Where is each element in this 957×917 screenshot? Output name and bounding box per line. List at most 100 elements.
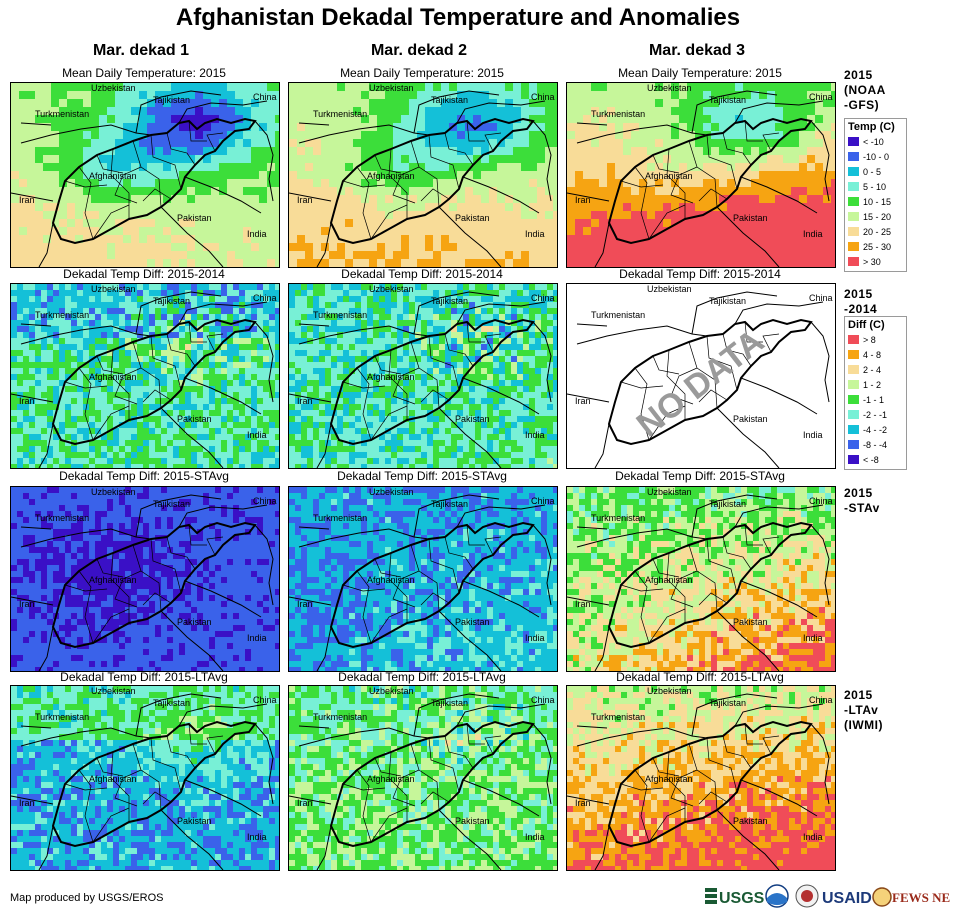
fewsnet-logo-text: FEWS NET: [892, 890, 950, 905]
place-label-uzbekistan: Uzbekistan: [647, 284, 692, 294]
country-borders: [567, 494, 830, 671]
place-label-turkmenistan: Turkmenistan: [591, 310, 645, 320]
place-label-pakistan: Pakistan: [177, 617, 212, 627]
legend-label: 5 - 10: [863, 181, 887, 192]
legend-label: -8 - -4: [863, 439, 888, 450]
place-label-china: China: [809, 496, 833, 506]
map-panel-r2-c2: Uzbekistan Tajikistan China Turkmenistan Afg…: [288, 283, 558, 469]
legend-label: > 30: [863, 256, 881, 267]
map-panel-r2-c1: Uzbekistan Tajikistan China Turkmenistan Afg…: [10, 283, 280, 469]
legend-label: < -8: [863, 454, 879, 465]
place-label-india: India: [803, 832, 823, 842]
place-label-tajikistan: Tajikistan: [431, 296, 468, 306]
difference-legend-row: -8 - -4: [845, 437, 906, 452]
place-label-tajikistan: Tajikistan: [431, 95, 468, 105]
temperature-legend-row: > 30: [845, 254, 906, 269]
legend-swatch: [848, 425, 859, 434]
place-label-china: China: [253, 92, 277, 102]
difference-legend-row: -2 - -1: [845, 407, 906, 422]
place-label-uzbekistan: Uzbekistan: [91, 284, 136, 294]
legend-swatch: [848, 212, 859, 221]
legend-swatch: [848, 152, 859, 161]
place-label-china: China: [253, 695, 277, 705]
place-label-iran: Iran: [297, 798, 313, 808]
legend-label: 20 - 25: [863, 226, 892, 237]
legend-label: -10 - 0: [863, 151, 890, 162]
place-label-tajikistan: Tajikistan: [709, 296, 746, 306]
place-label-pakistan: Pakistan: [455, 816, 490, 826]
place-label-iran: Iran: [297, 195, 313, 205]
place-label-pakistan: Pakistan: [455, 414, 490, 424]
place-label-turkmenistan: Turkmenistan: [35, 712, 89, 722]
page-title: Afghanistan Dekadal Temperature and Anom…: [175, 4, 741, 31]
country-borders: [11, 90, 274, 267]
legend-swatch: [848, 242, 859, 251]
difference-legend-row: < -8: [845, 452, 906, 467]
afghanistan-outline: [329, 720, 535, 848]
place-label-afghanistan: Afghanistan: [645, 171, 693, 181]
place-label-tajikistan: Tajikistan: [709, 95, 746, 105]
place-label-tajikistan: Tajikistan: [431, 698, 468, 708]
row-label-2015-stav: 2015 -STAv: [844, 486, 880, 515]
legend-swatch: [848, 335, 859, 344]
column-header-dekad-3: Mar. dekad 3: [648, 42, 746, 59]
country-borders: [567, 90, 830, 267]
legend-swatch: [848, 257, 859, 266]
raster-layer: [11, 487, 279, 671]
legend-label: 15 - 20: [863, 211, 892, 222]
difference-legend: Diff (C) > 8 4 - 8 2 - 4 1 - 2 -1 - 1 -2 - -1…: [844, 316, 907, 470]
place-label-turkmenistan: Turkmenistan: [591, 109, 645, 119]
place-label-turkmenistan: Turkmenistan: [591, 513, 645, 523]
place-label-china: China: [531, 92, 555, 102]
legend-label: 1 - 2: [863, 379, 882, 390]
place-label-turkmenistan: Turkmenistan: [313, 513, 367, 523]
legend-label: -2 - -1: [863, 409, 888, 420]
place-label-turkmenistan: Turkmenistan: [313, 310, 367, 320]
legend-label: 25 - 30: [863, 241, 892, 252]
map-panel-r4-c1: Uzbekistan Tajikistan China Turkmenistan Afg…: [10, 685, 280, 871]
temperature-legend-row: 5 - 10: [845, 179, 906, 194]
temperature-legend-row: -10 - 0: [845, 149, 906, 164]
raster-layer: [289, 284, 557, 468]
map-panel-r3-c3: Uzbekistan Tajikistan China Turkmenistan Afg…: [566, 486, 836, 672]
legend-label: > 8: [863, 334, 876, 345]
afghanistan-outline: [607, 521, 813, 649]
panel-title-r1-c2: Mean Daily Temperature: 2015: [340, 66, 504, 80]
usgs-logo-text: USGS: [719, 890, 765, 907]
no-data-watermark: NO DATA: [630, 322, 771, 444]
place-label-iran: Iran: [19, 798, 35, 808]
place-label-tajikistan: Tajikistan: [153, 499, 190, 509]
place-label-india: India: [525, 229, 545, 239]
temperature-legend-row: 15 - 20: [845, 209, 906, 224]
row-label-2015-2014: 2015 -2014: [844, 287, 878, 316]
place-label-pakistan: Pakistan: [177, 414, 212, 424]
map-panel-r4-c2: Uzbekistan Tajikistan China Turkmenistan Afg…: [288, 685, 558, 871]
country-borders: [11, 494, 274, 671]
afghanistan-outline: [607, 720, 813, 848]
noaa-logo: [765, 884, 789, 908]
panel-title-r4-c1: Dekadal Temp Diff: 2015-LTAvg: [60, 670, 228, 684]
place-label-uzbekistan: Uzbekistan: [369, 284, 414, 294]
place-label-iran: Iran: [575, 195, 591, 205]
place-label-iran: Iran: [297, 599, 313, 609]
place-label-iran: Iran: [19, 195, 35, 205]
country-borders: [567, 291, 830, 468]
legend-swatch: [848, 380, 859, 389]
place-label-tajikistan: Tajikistan: [153, 698, 190, 708]
column-header-dekad-1: Mar. dekad 1: [92, 42, 190, 59]
place-label-afghanistan: Afghanistan: [89, 575, 137, 585]
place-label-pakistan: Pakistan: [733, 213, 768, 223]
legend-swatch: [848, 440, 859, 449]
place-label-afghanistan: Afghanistan: [367, 774, 415, 784]
panel-title-r4-c2: Dekadal Temp Diff: 2015-LTAvg: [338, 670, 506, 684]
map-panel-r1-c3: Uzbekistan Tajikistan China Turkmenistan Afg…: [566, 82, 836, 268]
place-label-uzbekistan: Uzbekistan: [369, 83, 414, 93]
map-panel-r3-c1: Uzbekistan Tajikistan China Turkmenistan Afg…: [10, 486, 280, 672]
place-label-china: China: [253, 496, 277, 506]
legend-label: < -10: [863, 136, 884, 147]
place-label-iran: Iran: [297, 396, 313, 406]
place-label-turkmenistan: Turkmenistan: [35, 513, 89, 523]
place-label-tajikistan: Tajikistan: [153, 95, 190, 105]
panel-title-r2-c3: Dekadal Temp Diff: 2015-2014: [619, 267, 781, 281]
place-label-uzbekistan: Uzbekistan: [91, 686, 136, 696]
